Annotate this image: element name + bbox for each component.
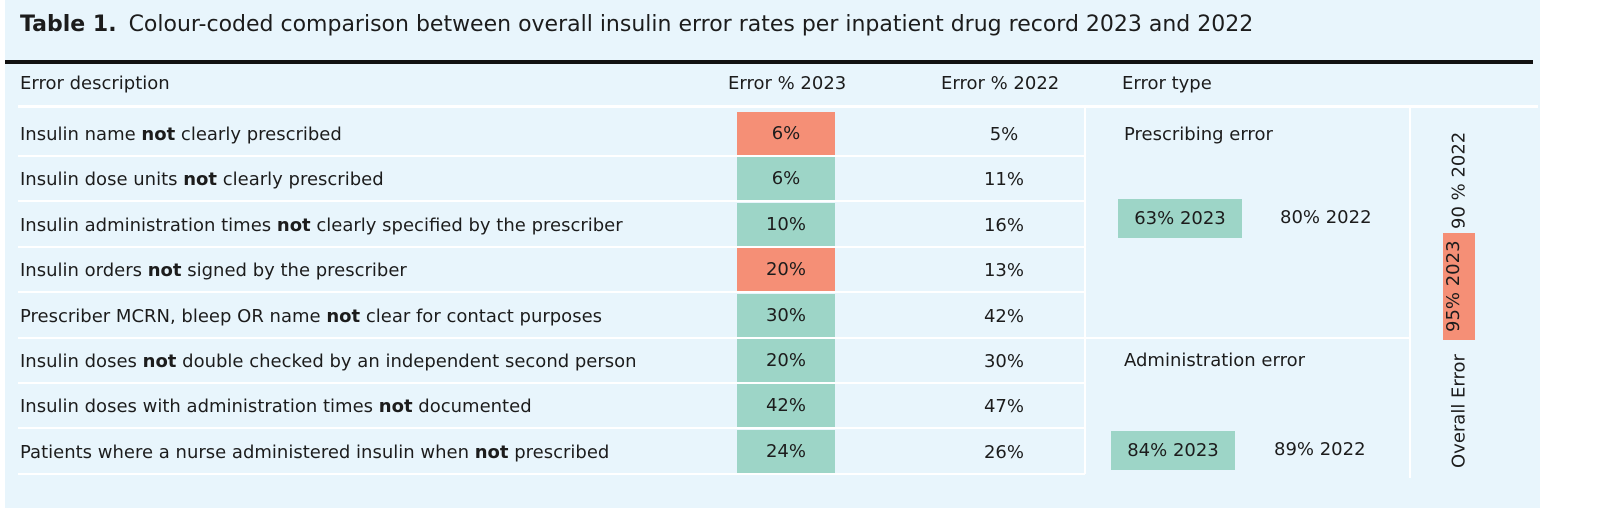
error-2022: 16%: [983, 214, 1024, 236]
error-type-2022: 80% 2022: [1280, 207, 1372, 228]
overall-2023: 95% 2023: [1443, 232, 1475, 341]
title-rule: [5, 60, 1533, 64]
error-type-name: Prescribing error: [1124, 124, 1273, 145]
description-emphasis: not: [183, 169, 218, 191]
column-header: Error % 2022: [941, 73, 1060, 94]
title-text: Colour-coded comparison between overall …: [128, 12, 1254, 37]
error-2022: 13%: [983, 260, 1024, 282]
description-emphasis: not: [142, 351, 177, 372]
column-rule: [1409, 108, 1411, 478]
description-text: prescribed: [508, 441, 610, 463]
description-text: Insulin dose units: [20, 169, 184, 191]
description-text: Insulin orders: [20, 260, 148, 282]
row-rule: [18, 427, 1085, 430]
overall-label: Overall Error: [1448, 354, 1470, 468]
row-rule: [18, 291, 1085, 294]
error-2022: 11%: [983, 169, 1024, 191]
description-text: Insulin name: [20, 124, 142, 145]
column-header: Error type: [1122, 73, 1212, 94]
error-2022: 42%: [983, 305, 1024, 327]
error-description: Patients where a nurse administered insu…: [20, 430, 609, 475]
description-text: double checked by an independent second …: [176, 351, 637, 372]
title-label: Table 1.: [20, 12, 117, 37]
error-description: Insulin orders not signed by the prescri…: [20, 248, 407, 293]
error-description: Insulin name not clearly prescribed: [20, 112, 342, 157]
description-text: Insulin doses with administration times: [20, 396, 379, 418]
description-text: clearly prescribed: [175, 124, 342, 145]
description-text: documented: [412, 396, 532, 418]
column-rule: [1084, 108, 1086, 474]
error-2022: 47%: [983, 396, 1024, 418]
description-text: Insulin administration times: [20, 214, 277, 236]
error-type-name: Administration error: [1124, 350, 1306, 371]
row-rule: [18, 245, 1085, 248]
error-2023: 42%: [737, 384, 835, 428]
error-description: Insulin doses not double checked by an i…: [20, 339, 637, 384]
header-rule: [18, 105, 1538, 108]
overall-2022: 90 % 2022: [1448, 131, 1470, 229]
description-text: Patients where a nurse administered insu…: [20, 441, 475, 463]
description-emphasis: not: [147, 260, 182, 282]
description-text: Prescriber MCRN, bleep OR name: [20, 305, 327, 327]
error-2022: 26%: [983, 441, 1024, 463]
error-2022: 5%: [989, 124, 1019, 145]
column-header: Error description: [20, 73, 170, 94]
description-emphasis: not: [378, 396, 413, 418]
row-rule: [18, 336, 1085, 339]
row-rule: [18, 472, 1085, 475]
description-text: clear for contact purposes: [360, 305, 603, 327]
error-2023: 20%: [737, 248, 835, 292]
description-emphasis: not: [276, 214, 311, 236]
description-text: signed by the prescriber: [181, 260, 407, 282]
title: Table 1. Colour-coded comparison between …: [20, 12, 1253, 37]
row-rule: [18, 200, 1085, 203]
error-description: Insulin administration times not clearly…: [20, 203, 623, 248]
error-description: Prescriber MCRN, bleep OR name not clear…: [20, 294, 602, 339]
description-emphasis: not: [141, 124, 176, 145]
overall-error: Overall Error 95% 2023 90 % 2022: [1443, 120, 1475, 468]
error-2023: 20%: [737, 339, 835, 382]
error-2023: 24%: [737, 429, 835, 473]
description-text: Insulin doses: [20, 351, 143, 372]
error-2022: 30%: [983, 351, 1024, 372]
error-2023: 6%: [737, 157, 835, 201]
description-text: clearly specified by the prescriber: [310, 214, 623, 236]
error-description: Insulin doses with administration times …: [20, 384, 532, 429]
description-emphasis: not: [474, 441, 509, 463]
description-text: clearly prescribed: [217, 169, 384, 191]
error-2023: 6%: [737, 112, 835, 155]
column-header: Error % 2023: [728, 73, 847, 94]
error-description: Insulin dose units not clearly prescribe…: [20, 157, 384, 202]
error-2023: 10%: [737, 202, 835, 246]
error-type-2023: 84% 2023: [1111, 431, 1235, 470]
description-emphasis: not: [326, 305, 361, 327]
group-rule: [1085, 337, 1410, 339]
error-2023: 30%: [737, 293, 835, 337]
error-type-2022: 89% 2022: [1274, 439, 1366, 460]
row-rule: [18, 155, 1085, 157]
error-type-2023: 63% 2023: [1118, 199, 1242, 238]
row-rule: [18, 382, 1085, 384]
